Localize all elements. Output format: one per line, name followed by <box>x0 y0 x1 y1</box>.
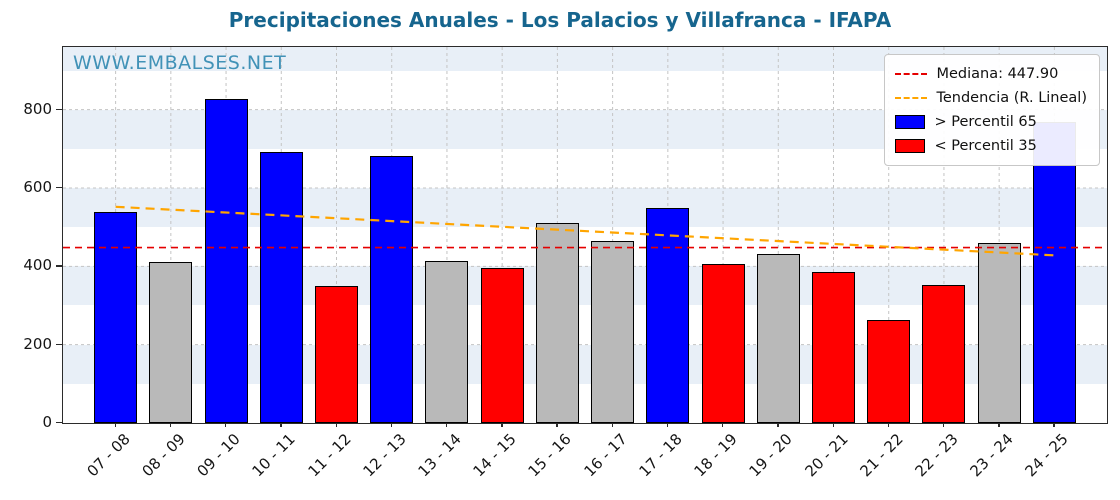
x-tick-label: 09 - 10 <box>193 430 244 481</box>
x-tick-mark <box>722 422 724 427</box>
y-tick-mark <box>56 265 62 267</box>
x-tick-label: 17 - 18 <box>635 430 686 481</box>
x-tick-mark <box>169 422 172 427</box>
x-tick-mark <box>777 422 779 427</box>
x-tick-mark <box>114 422 116 427</box>
bar-23-24 <box>977 242 1021 423</box>
bar-13-14 <box>425 260 469 423</box>
x-tick-mark <box>390 422 393 427</box>
x-tick-mark <box>942 422 945 427</box>
legend: Mediana: 447.90 Tendencia (R. Lineal) > … <box>884 54 1100 166</box>
x-tick-mark <box>998 422 1000 427</box>
x-tick-label: 15 - 16 <box>524 430 576 481</box>
chart-title: Precipitaciones Anuales - Los Palacios y… <box>228 8 892 32</box>
y-tick-label: 0 <box>42 413 52 431</box>
x-tick-mark <box>225 422 227 427</box>
x-tick-label: 10 - 11 <box>248 430 299 481</box>
x-tick-mark <box>445 422 448 427</box>
x-tick-label: 11 - 12 <box>303 430 355 481</box>
x-tick-label: 19 - 20 <box>745 430 796 481</box>
x-tick-label: 24 - 25 <box>1021 430 1073 481</box>
x-tick-label: 21 - 22 <box>856 430 907 481</box>
bar-17-18 <box>646 207 690 423</box>
x-tick-mark <box>611 422 613 427</box>
x-tick-label: 12 - 13 <box>359 430 410 481</box>
x-tick-label: 22 - 23 <box>911 430 962 481</box>
x-tick-mark <box>556 422 558 427</box>
legend-item-median: Mediana: 447.90 <box>895 62 1087 86</box>
x-tick-mark <box>501 422 503 427</box>
x-tick-mark <box>335 422 337 427</box>
bar-09-10 <box>204 98 248 423</box>
x-tick-mark <box>832 422 834 427</box>
x-tick-mark <box>887 422 890 427</box>
bar-20-21 <box>812 271 855 423</box>
bar-24-25 <box>1032 122 1076 423</box>
watermark: WWW.EMBALSES.NET <box>73 52 287 74</box>
y-tick-mark <box>56 422 62 424</box>
bar-07-08 <box>94 211 138 423</box>
x-tick-label: 18 - 19 <box>690 430 741 481</box>
bar-14-15 <box>480 267 524 423</box>
blue-swatch-icon <box>895 115 926 129</box>
y-tick-mark <box>56 187 62 189</box>
legend-item-trend: Tendencia (R. Lineal) <box>895 86 1087 110</box>
y-tick-label: 800 <box>23 99 52 118</box>
legend-item-below-percentile: < Percentil 35 <box>895 134 1087 158</box>
bar-08-09 <box>149 262 193 423</box>
x-tick-label: 08 - 09 <box>138 430 189 481</box>
legend-label-above: > Percentil 65 <box>934 114 1037 130</box>
x-tick-mark <box>666 422 669 427</box>
y-tick-mark <box>56 108 62 111</box>
bar-22-23 <box>922 284 966 423</box>
trend-line-icon <box>895 97 928 99</box>
y-tick-mark <box>56 343 62 346</box>
x-tick-mark <box>280 422 282 427</box>
median-line-icon <box>895 73 928 75</box>
red-swatch-icon <box>895 139 926 153</box>
legend-label-below: < Percentil 35 <box>934 138 1037 154</box>
x-tick-label: 14 - 15 <box>469 430 520 481</box>
legend-item-above-percentile: > Percentil 65 <box>895 110 1087 134</box>
bar-18-19 <box>701 264 745 423</box>
x-tick-label: 23 - 24 <box>966 430 1017 481</box>
bar-15-16 <box>535 222 579 423</box>
legend-label-median: Mediana: 447.90 <box>936 66 1059 82</box>
x-tick-mark <box>1053 422 1055 427</box>
x-tick-label: 20 - 21 <box>800 430 852 481</box>
y-tick-label: 400 <box>23 256 52 275</box>
bar-10-11 <box>259 151 303 423</box>
bar-19-20 <box>756 253 800 423</box>
bar-21-22 <box>867 320 911 423</box>
bar-16-17 <box>591 240 635 423</box>
background-stripe <box>63 47 1107 71</box>
legend-label-trend: Tendencia (R. Lineal) <box>936 90 1087 106</box>
y-tick-label: 600 <box>23 178 52 196</box>
x-tick-label: 07 - 08 <box>83 430 134 481</box>
bar-12-13 <box>370 156 414 423</box>
plot-area: WWW.EMBALSES.NET Mediana: 447.90 Tendenc… <box>62 46 1108 424</box>
bar-11-12 <box>315 285 358 423</box>
x-tick-label: 16 - 17 <box>580 430 631 481</box>
y-tick-label: 200 <box>23 334 52 353</box>
x-tick-label: 13 - 14 <box>414 430 465 481</box>
